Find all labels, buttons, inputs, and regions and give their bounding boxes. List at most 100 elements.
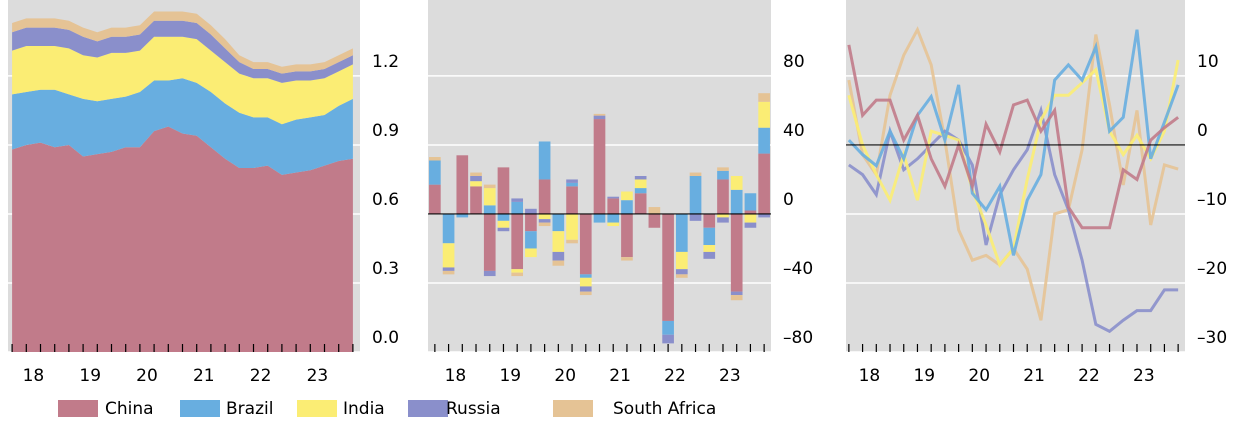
bar <box>497 220 510 228</box>
bar <box>621 213 633 258</box>
bar <box>525 231 537 249</box>
legend-label: Brazil <box>226 399 273 419</box>
bar <box>579 286 592 292</box>
line <box>847 44 1180 230</box>
bar <box>442 267 455 271</box>
x-tick-label: 22 <box>1078 366 1100 386</box>
bar <box>689 172 702 176</box>
x-tick-label: 20 <box>554 366 576 386</box>
bar <box>538 179 551 214</box>
y-tick-label: –10 <box>1197 190 1227 210</box>
legend-swatch <box>408 400 448 417</box>
bar <box>566 239 578 244</box>
line <box>847 104 1179 334</box>
bar <box>470 181 482 187</box>
bar <box>511 201 524 214</box>
bar <box>607 196 620 199</box>
bar <box>470 172 482 176</box>
legend-swatch <box>180 400 220 417</box>
y-tick-label: 0.0 <box>372 328 399 348</box>
bar <box>703 213 716 228</box>
bar <box>579 277 592 287</box>
y-tick-label: 40 <box>783 121 805 141</box>
y-tick-label: 0.9 <box>372 121 399 141</box>
bar <box>593 115 606 120</box>
bar <box>442 270 455 275</box>
legend-label: South Africa <box>613 399 716 419</box>
bar <box>511 198 524 202</box>
bar <box>621 191 633 201</box>
x-tick-label: 20 <box>136 366 158 386</box>
y-tick-label: –20 <box>1197 259 1227 279</box>
x-tick-label: 22 <box>250 366 272 386</box>
bar <box>689 213 702 221</box>
bar <box>744 193 757 211</box>
bar <box>429 184 441 214</box>
bar <box>456 155 469 214</box>
legend-label: India <box>343 399 385 419</box>
bar <box>758 127 770 154</box>
bar <box>634 179 647 189</box>
bar <box>538 213 551 220</box>
bar <box>579 291 592 296</box>
bar <box>607 222 620 227</box>
legend-swatch <box>553 400 593 417</box>
bar <box>634 176 647 180</box>
area <box>12 78 353 175</box>
y-tick-label: –30 <box>1197 328 1227 348</box>
bar <box>552 260 565 266</box>
bar <box>758 93 770 102</box>
bar <box>525 248 537 258</box>
bar <box>483 213 496 271</box>
bar <box>607 213 620 223</box>
legend-label: Russia <box>446 399 501 419</box>
bar <box>621 200 633 214</box>
bar <box>511 272 524 277</box>
bar <box>442 243 455 268</box>
x-tick-label: 21 <box>193 366 215 386</box>
bar <box>703 245 716 252</box>
x-tick-label: 18 <box>23 366 45 386</box>
bar <box>703 251 716 259</box>
bar <box>538 141 551 180</box>
bar <box>717 167 729 171</box>
bar <box>497 213 510 221</box>
bar <box>703 227 716 246</box>
area <box>12 36 353 125</box>
bar <box>470 176 482 182</box>
bar <box>758 213 770 218</box>
bar <box>497 167 510 214</box>
bar <box>470 186 482 214</box>
x-tick-label: 23 <box>719 366 741 386</box>
bar <box>497 227 510 232</box>
y-tick-label: 10 <box>1197 52 1219 72</box>
bar <box>566 179 578 183</box>
x-tick-label: 22 <box>664 366 686 386</box>
bar <box>593 113 606 116</box>
bar <box>634 193 647 214</box>
bar <box>442 213 455 244</box>
area <box>12 20 353 83</box>
bar <box>730 291 743 296</box>
bar <box>717 213 729 218</box>
bar <box>525 208 537 214</box>
y-tick-label: 0.3 <box>372 259 399 279</box>
area <box>12 126 353 352</box>
bar <box>483 270 496 277</box>
x-tick-label: 18 <box>859 366 881 386</box>
x-tick-label: 20 <box>968 366 990 386</box>
y-tick-label: –80 <box>783 328 813 348</box>
bar <box>483 205 496 214</box>
line <box>847 29 1180 256</box>
bar <box>483 184 496 189</box>
bar <box>566 182 578 187</box>
y-tick-label: 0 <box>1197 121 1208 141</box>
bar <box>675 274 688 278</box>
bar <box>717 217 729 223</box>
bar <box>483 188 496 206</box>
bar <box>675 213 688 252</box>
bar <box>552 213 565 232</box>
x-tick-label: 19 <box>499 366 521 386</box>
legend-label: China <box>105 399 154 419</box>
